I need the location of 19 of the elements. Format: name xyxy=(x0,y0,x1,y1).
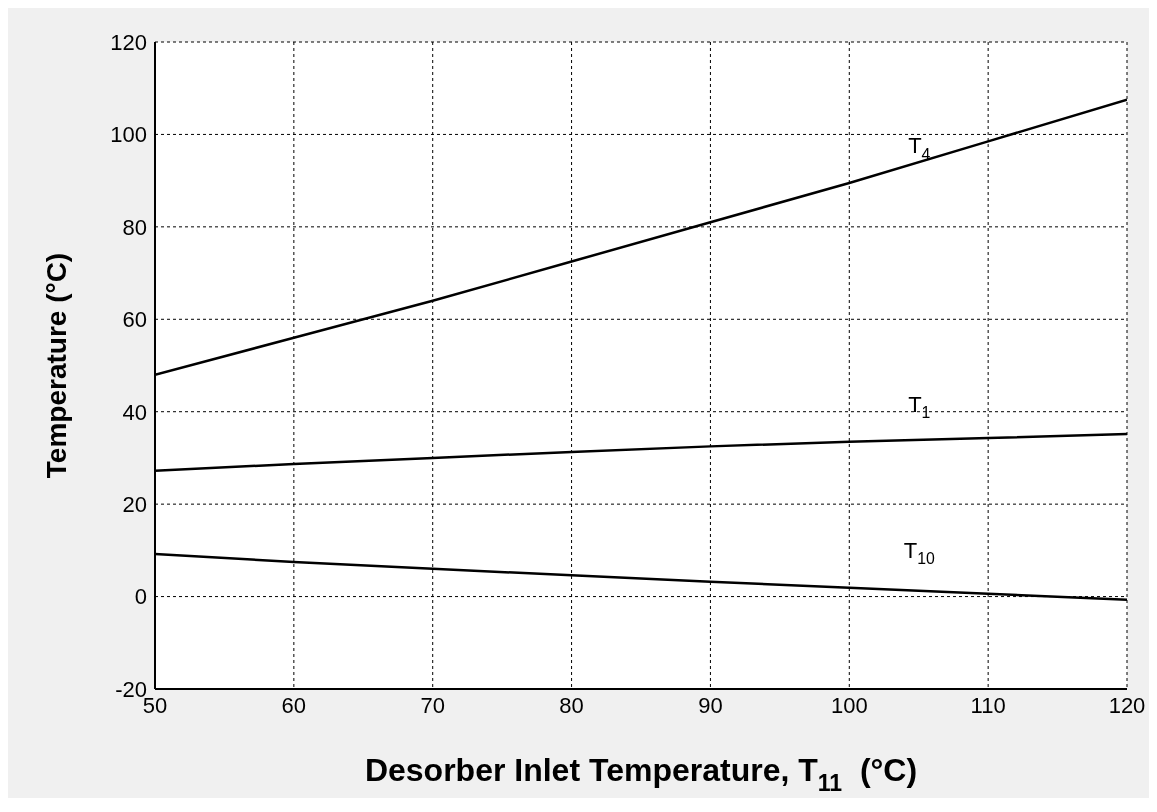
x-tick-label: 100 xyxy=(830,692,868,718)
x-tick-label: 60 xyxy=(281,692,307,718)
y-tick-label: 0 xyxy=(134,584,147,610)
y-tick-label: 40 xyxy=(122,399,147,425)
x-tick-label: 120 xyxy=(1108,692,1146,718)
x-axis-title: Desorber Inlet Temperature, T$_{11}$ (°C) xyxy=(364,752,918,796)
x-tick-label: 90 xyxy=(698,692,723,718)
y-tick-label: 120 xyxy=(110,29,147,55)
y-tick-label: 20 xyxy=(122,491,147,517)
series-label: T$_{4}$ xyxy=(908,132,931,163)
x-tick-label: 80 xyxy=(559,692,584,718)
x-tick-label: 110 xyxy=(970,692,1006,718)
series-label: T$_{1}$ xyxy=(908,391,931,422)
y-axis-title: Temperature (°C) xyxy=(41,252,72,479)
y-tick-label: 80 xyxy=(122,214,147,240)
series-label: T$_{10}$ xyxy=(903,537,936,568)
x-tick-label: 70 xyxy=(420,692,445,718)
y-tick-label: 100 xyxy=(110,122,147,148)
y-tick-label: 60 xyxy=(122,307,147,333)
